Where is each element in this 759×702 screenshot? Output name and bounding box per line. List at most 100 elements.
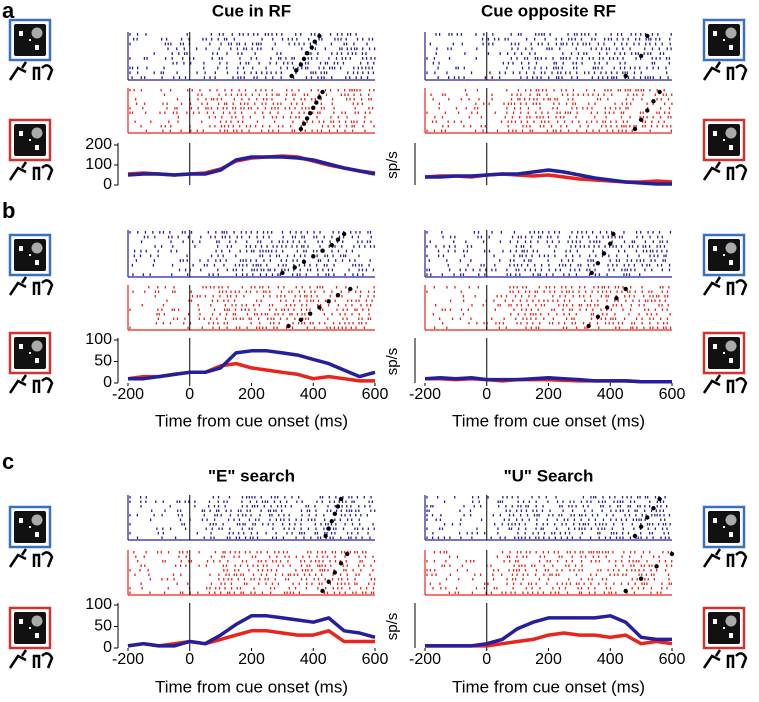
panel-letter: a — [2, 0, 15, 23]
x-tick-label: 0 — [185, 386, 194, 403]
hand-icon — [8, 161, 54, 181]
saccade-dot — [326, 526, 331, 531]
y-tick-label: 50 — [94, 353, 112, 370]
saccade-dot — [286, 323, 291, 329]
hand-icon — [8, 374, 54, 394]
panel-title: "U" Search — [504, 466, 594, 485]
raster — [129, 89, 375, 132]
saccade-dot — [329, 519, 334, 524]
saccade-dot — [651, 506, 656, 511]
saccade-dot — [335, 292, 341, 298]
stimulus-item — [713, 246, 717, 251]
saccade-dot — [623, 73, 628, 79]
stimulus-item — [729, 260, 733, 265]
raster — [129, 286, 375, 329]
stimulus-item — [19, 246, 23, 251]
saccade-dot — [608, 241, 613, 246]
saccade-dot — [311, 105, 316, 111]
stimulus-item — [19, 31, 23, 36]
stimulus-item — [29, 139, 31, 141]
y-tick-label: 200 — [85, 136, 112, 153]
panel-title: "E" search — [208, 466, 295, 485]
saccade-dot — [601, 251, 607, 256]
saccade-dot — [304, 50, 310, 56]
y-tick-label: 50 — [94, 618, 112, 635]
stimulus-item — [35, 145, 39, 150]
y-tick-label: 0 — [103, 374, 112, 391]
saccade-dot — [638, 53, 644, 59]
saccade-dot — [298, 126, 304, 132]
stimulus-item — [19, 131, 23, 136]
stimulus-cue — [725, 615, 737, 627]
saccade-dot — [304, 116, 310, 121]
saccade-dot — [345, 551, 350, 557]
x-axis-label: Time from cue onset (ms) — [155, 411, 348, 430]
raster — [426, 231, 672, 276]
saccade-dot — [301, 56, 307, 62]
y-tick-label: 100 — [85, 156, 112, 173]
stimulus-cue — [725, 340, 737, 352]
saccade-dot — [314, 100, 319, 105]
hand-icon — [8, 649, 54, 669]
x-tick-label: 200 — [238, 386, 265, 403]
saccade-dot — [323, 533, 328, 539]
stimulus-cue — [31, 127, 43, 139]
hand-icon — [702, 374, 748, 394]
stimulus-cue — [31, 27, 43, 39]
saccade-dot — [657, 89, 662, 95]
saccade-dot — [651, 99, 656, 104]
stimulus-item — [723, 139, 725, 141]
psth-line — [128, 349, 376, 381]
raster — [426, 286, 672, 329]
saccade-dot — [329, 242, 334, 248]
y-axis-label: sp/s — [384, 348, 401, 376]
saccade-dot — [317, 95, 322, 100]
saccade-dot — [301, 121, 307, 126]
stimulus-item — [35, 532, 39, 537]
stimulus-item — [29, 526, 31, 528]
stimulus-item — [19, 344, 23, 349]
saccade-dot — [645, 515, 650, 520]
saccade-dot — [638, 576, 644, 581]
stimulus-item — [29, 352, 31, 354]
saccade-dot — [645, 33, 650, 39]
raster — [426, 89, 673, 132]
x-tick-label: 0 — [482, 386, 491, 403]
hand-icon — [8, 61, 54, 81]
saccade-dot — [332, 511, 338, 516]
saccade-dot — [623, 286, 628, 292]
hand-icon — [702, 161, 748, 181]
stimulus-cue — [31, 514, 43, 526]
stimulus-item — [723, 254, 725, 256]
x-tick-label: 400 — [300, 386, 327, 403]
saccade-dot — [311, 254, 316, 259]
x-tick-label: -200 — [409, 651, 441, 668]
saccade-dot — [586, 323, 591, 329]
saccade-dot — [604, 305, 610, 310]
saccade-dot — [614, 296, 619, 301]
saccade-dot — [298, 317, 304, 323]
stimulus-cue — [725, 27, 737, 39]
x-axis-label: Time from cue onset (ms) — [452, 677, 645, 696]
raster — [426, 551, 673, 594]
x-tick-label: 200 — [535, 651, 562, 668]
stimulus-item — [35, 260, 39, 265]
stimulus-item — [729, 358, 733, 363]
stimulus-cue — [31, 340, 43, 352]
saccade-dot — [289, 73, 294, 79]
stimulus-item — [29, 39, 31, 41]
stimulus-item — [29, 627, 31, 629]
saccade-dot — [632, 533, 638, 539]
saccade-dot — [335, 237, 341, 242]
hand-icon — [702, 649, 748, 669]
raster — [129, 551, 376, 594]
saccade-dot — [320, 588, 325, 594]
saccade-dot — [317, 305, 322, 310]
x-tick-label: 400 — [300, 651, 327, 668]
x-tick-label: 600 — [659, 386, 686, 403]
y-tick-label: 0 — [103, 639, 112, 656]
saccade-dot — [312, 39, 317, 44]
saccade-dot — [309, 45, 314, 50]
raster — [426, 496, 671, 539]
psth-line — [425, 631, 673, 648]
